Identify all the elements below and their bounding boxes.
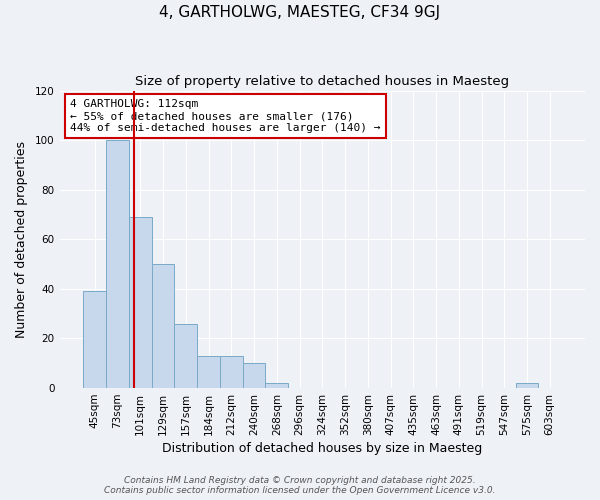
Bar [152,264,175,388]
Bar [515,383,538,388]
Bar [220,356,242,388]
Bar [265,383,288,388]
Text: 4, GARTHOLWG, MAESTEG, CF34 9GJ: 4, GARTHOLWG, MAESTEG, CF34 9GJ [160,5,440,20]
Bar [197,356,220,388]
Bar [129,217,152,388]
Title: Size of property relative to detached houses in Maesteg: Size of property relative to detached ho… [135,75,509,88]
Bar [242,364,265,388]
Bar [106,140,129,388]
Bar [83,292,106,388]
Y-axis label: Number of detached properties: Number of detached properties [15,141,28,338]
Text: Contains HM Land Registry data © Crown copyright and database right 2025.
Contai: Contains HM Land Registry data © Crown c… [104,476,496,495]
X-axis label: Distribution of detached houses by size in Maesteg: Distribution of detached houses by size … [162,442,482,455]
Bar [175,324,197,388]
Text: 4 GARTHOLWG: 112sqm
← 55% of detached houses are smaller (176)
44% of semi-detac: 4 GARTHOLWG: 112sqm ← 55% of detached ho… [70,100,380,132]
